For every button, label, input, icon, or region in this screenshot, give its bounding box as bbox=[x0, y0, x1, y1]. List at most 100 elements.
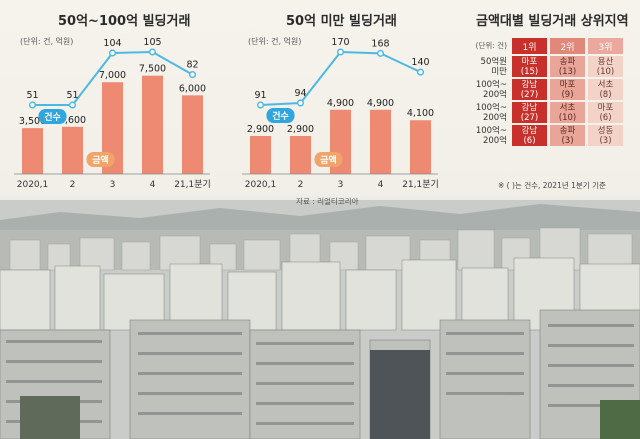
cell-region: 송파 bbox=[559, 125, 576, 136]
count-value-label: 91 bbox=[254, 90, 266, 101]
row-label: 100억~ 200억 bbox=[465, 102, 509, 123]
ranking-table: (단위: 건) 1위 2위 3위 50억원 미만 마포 (15) 송파 (13) 용산 (10… bbox=[462, 36, 626, 148]
bar-value-label: 7,000 bbox=[99, 70, 126, 81]
table-cell: 강남 (6) bbox=[512, 125, 547, 146]
count-badge bbox=[38, 109, 67, 124]
count-point bbox=[416, 68, 425, 76]
table-row: 100억~ 200억 강남 (27) 서초 (10) 마포 (6) bbox=[465, 102, 623, 123]
table-cell: 용산 (10) bbox=[588, 56, 623, 77]
table-cell: 마포 (6) bbox=[588, 102, 623, 123]
table-footnote: ※ ( )는 건수, 2021년 1분기 기준 bbox=[498, 181, 606, 190]
city-skyline-photo bbox=[0, 200, 640, 439]
count-badge bbox=[266, 107, 295, 123]
bar bbox=[370, 109, 391, 174]
cell-count: (27) bbox=[520, 89, 539, 100]
count-badge-label: 건수 bbox=[272, 110, 289, 122]
chart1-unit-note: (단위: 건, 억원) bbox=[20, 37, 74, 46]
amount-badge bbox=[86, 152, 115, 167]
count-point bbox=[188, 71, 197, 79]
table-row: 100억~ 200억 강남 (27) 마포 (9) 서초 (8) bbox=[465, 79, 623, 100]
row-label-line1: 100억~ bbox=[475, 79, 507, 90]
cell-region: 마포 bbox=[521, 56, 538, 67]
bar-value-label: 3,500 bbox=[19, 116, 46, 127]
x-tick-label: 4 bbox=[150, 180, 156, 190]
x-tick-label: 2020,1 bbox=[245, 180, 277, 190]
cell-region: 서초 bbox=[597, 79, 614, 90]
cell-region: 강남 bbox=[521, 79, 538, 90]
cell-count: (6) bbox=[599, 112, 612, 123]
bar bbox=[410, 120, 431, 174]
count-point bbox=[336, 48, 345, 56]
count-point bbox=[296, 99, 305, 107]
chart2-unit-note: (단위: 건, 억원) bbox=[248, 37, 302, 46]
count-value-label: 94 bbox=[294, 88, 306, 99]
bar bbox=[102, 82, 123, 174]
bar-value-label: 4,900 bbox=[327, 98, 354, 109]
header-rank3: 3위 bbox=[588, 38, 623, 54]
table-cell: 강남 (27) bbox=[512, 79, 547, 100]
bar bbox=[62, 126, 83, 174]
cell-region: 성동 bbox=[597, 125, 614, 136]
row-label: 100억~ 200억 bbox=[465, 125, 509, 146]
cell-count: (3) bbox=[561, 135, 574, 146]
cell-region: 용산 bbox=[597, 56, 614, 67]
cell-region: 서초 bbox=[559, 102, 576, 113]
cell-count: (13) bbox=[558, 66, 577, 77]
count-value-label: 168 bbox=[371, 38, 389, 49]
row-label-line1: 100억~ bbox=[475, 125, 507, 136]
source-note: 자료 : 리얼티코리아 bbox=[296, 197, 359, 206]
chart1-title: 50억~100억 빌딩거래 bbox=[58, 14, 191, 29]
bar-value-label: 4,100 bbox=[407, 108, 434, 119]
row-label-line2: 200억 bbox=[482, 112, 507, 123]
count-badge-label: 건수 bbox=[44, 111, 61, 123]
count-point bbox=[108, 49, 117, 57]
count-value-label: 170 bbox=[331, 37, 349, 48]
x-tick-label: 21,1분기 bbox=[174, 179, 211, 190]
bar-value-label: 4,900 bbox=[367, 98, 394, 109]
cell-region: 마포 bbox=[559, 79, 576, 90]
chart2-title: 50억 미만 빌딩거래 bbox=[286, 14, 397, 29]
header-rank1: 1위 bbox=[512, 38, 547, 54]
row-label-line2: 200억 bbox=[482, 89, 507, 100]
x-tick-label: 2020,1 bbox=[17, 180, 49, 190]
bar bbox=[182, 95, 203, 174]
x-tick-label: 3 bbox=[110, 180, 116, 190]
table-cell: 송파 (13) bbox=[550, 56, 585, 77]
count-point bbox=[376, 49, 385, 57]
x-tick-label: 4 bbox=[378, 180, 384, 190]
table-cell: 송파 (3) bbox=[550, 125, 585, 146]
bar-value-label: 6,000 bbox=[179, 83, 206, 94]
row-label: 100억~ 200억 bbox=[465, 79, 509, 100]
count-point bbox=[28, 101, 37, 109]
row-label-line1: 50억원 bbox=[480, 56, 507, 67]
count-point bbox=[256, 101, 265, 109]
cell-count: (8) bbox=[599, 89, 612, 100]
bar bbox=[22, 128, 43, 174]
count-point bbox=[68, 101, 77, 109]
amount-badge-label: 금액 bbox=[320, 154, 337, 166]
table-cell: 마포 (9) bbox=[550, 79, 585, 100]
amount-badge-label: 금액 bbox=[92, 154, 109, 166]
cell-count: (3) bbox=[599, 135, 612, 146]
table-row: 50억원 미만 마포 (15) 송파 (13) 용산 (10) bbox=[465, 56, 623, 77]
count-value-label: 140 bbox=[411, 57, 429, 68]
count-value-label: 51 bbox=[66, 90, 78, 101]
count-value-label: 82 bbox=[186, 60, 198, 71]
table-cell: 성동 (3) bbox=[588, 125, 623, 146]
chart2-plot: 2,900 2020,1 2,900 2 4,900 3 4,900 4 4,100 21,1분기… bbox=[242, 37, 439, 190]
row-label-line1: 100억~ bbox=[475, 102, 507, 113]
table-cell: 서초 (8) bbox=[588, 79, 623, 100]
count-point bbox=[148, 48, 157, 56]
cell-count: (9) bbox=[561, 89, 574, 100]
x-tick-label: 21,1분기 bbox=[402, 179, 439, 190]
bar bbox=[250, 135, 271, 174]
table-cell: 강남 (27) bbox=[512, 102, 547, 123]
x-tick-label: 3 bbox=[338, 180, 344, 190]
cell-count: (27) bbox=[520, 112, 539, 123]
table-unit-note: (단위: 건) bbox=[475, 41, 507, 50]
x-tick-label: 2 bbox=[70, 180, 76, 190]
bar-value-label: 2,900 bbox=[247, 124, 274, 135]
table-cell: 마포 (15) bbox=[512, 56, 547, 77]
header-rank2: 2위 bbox=[550, 38, 585, 54]
row-label: 50억원 미만 bbox=[465, 56, 509, 77]
